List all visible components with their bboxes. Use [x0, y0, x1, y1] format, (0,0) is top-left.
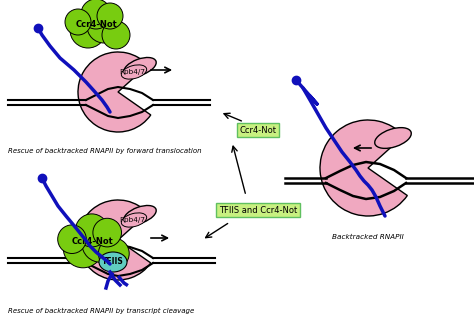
Wedge shape: [78, 200, 151, 280]
Text: Ccr4-Not: Ccr4-Not: [72, 237, 114, 246]
Ellipse shape: [121, 213, 146, 227]
Circle shape: [75, 214, 108, 247]
Ellipse shape: [99, 252, 127, 272]
Text: Backtracked RNAPII: Backtracked RNAPII: [332, 234, 404, 240]
Circle shape: [70, 12, 106, 48]
Wedge shape: [320, 120, 407, 216]
Circle shape: [82, 225, 119, 262]
Circle shape: [58, 225, 86, 253]
Text: Rescue of backtracked RNAPII by forward translocation: Rescue of backtracked RNAPII by forward …: [8, 148, 201, 154]
Text: TFIIS: TFIIS: [102, 258, 124, 267]
Circle shape: [81, 0, 111, 29]
Ellipse shape: [124, 205, 156, 224]
Text: Ccr4-Not: Ccr4-Not: [76, 20, 118, 29]
Circle shape: [93, 218, 121, 247]
Circle shape: [97, 3, 123, 29]
Circle shape: [63, 228, 103, 268]
Circle shape: [99, 238, 129, 269]
Circle shape: [65, 9, 91, 35]
Ellipse shape: [375, 128, 411, 148]
Wedge shape: [78, 52, 151, 132]
Text: Rescue of backtracked RNAPII by transcript cleavage: Rescue of backtracked RNAPII by transcri…: [8, 308, 194, 314]
Ellipse shape: [121, 65, 146, 79]
Text: Ccr4-Not: Ccr4-Not: [239, 126, 276, 135]
Text: Rpb4/7: Rpb4/7: [119, 217, 145, 223]
Ellipse shape: [124, 58, 156, 77]
Circle shape: [102, 21, 130, 49]
Text: Rpb4/7: Rpb4/7: [119, 69, 145, 75]
Circle shape: [87, 9, 121, 43]
Text: TFIIS and Ccr4-Not: TFIIS and Ccr4-Not: [219, 205, 297, 214]
